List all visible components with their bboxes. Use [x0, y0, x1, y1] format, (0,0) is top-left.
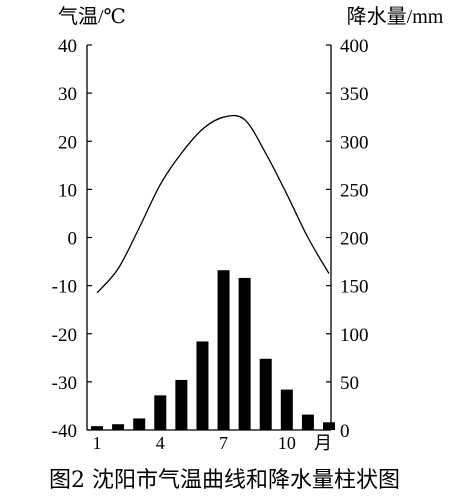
precipitation-bar: [196, 341, 209, 430]
figure-caption: 图2 沈阳市气温曲线和降水量柱状图: [49, 468, 400, 493]
precipitation-bar: [259, 358, 272, 430]
precipitation-bar: [112, 424, 125, 430]
right-tick-label: 0: [340, 421, 350, 442]
right-tick-label: 350: [340, 84, 369, 105]
precipitation-bar: [175, 379, 188, 430]
x-tick-label: 4: [156, 433, 165, 453]
x-tick-label: 1: [93, 433, 102, 453]
left-tick-label: -30: [52, 373, 77, 394]
left-tick-label: -40: [52, 421, 77, 442]
left-axis-label: 气温/℃: [58, 5, 126, 28]
right-axis-ticks: 400 350 300 250 200 150 100 50 0: [326, 36, 369, 442]
precipitation-bars: [91, 270, 335, 430]
precipitation-bar: [217, 270, 230, 430]
left-tick-label: 30: [58, 84, 77, 105]
precipitation-bar: [301, 414, 314, 430]
x-tick-label: 7: [219, 433, 228, 453]
left-tick-label: -10: [52, 277, 77, 298]
x-axis-unit-label: 月: [314, 433, 332, 453]
x-tick-label: 10: [278, 433, 296, 453]
precipitation-bar: [133, 418, 146, 430]
precipitation-bar: [323, 422, 335, 430]
x-axis-ticks: 1 4 7 10: [93, 433, 296, 453]
right-tick-label: 200: [340, 229, 369, 250]
precipitation-bar: [238, 277, 251, 430]
left-tick-label: 0: [68, 229, 78, 250]
right-tick-label: 250: [340, 180, 369, 201]
left-tick-label: -20: [52, 325, 77, 346]
left-axis-ticks: 40 30 20 10 0 -10 -20 -30 -40: [52, 36, 92, 442]
left-tick-label: 40: [58, 36, 77, 57]
right-axis-label: 降水量/mm: [347, 5, 444, 28]
precipitation-bar: [91, 426, 103, 430]
temperature-line: [96, 114, 330, 294]
right-tick-label: 100: [340, 325, 369, 346]
right-tick-label: 150: [340, 277, 369, 298]
right-tick-label: 400: [340, 36, 369, 57]
left-tick-label: 20: [58, 132, 77, 153]
precipitation-bar: [280, 389, 293, 430]
left-tick-label: 10: [58, 180, 77, 201]
precipitation-bar: [154, 395, 167, 430]
right-tick-label: 50: [340, 373, 359, 394]
right-tick-label: 300: [340, 132, 369, 153]
